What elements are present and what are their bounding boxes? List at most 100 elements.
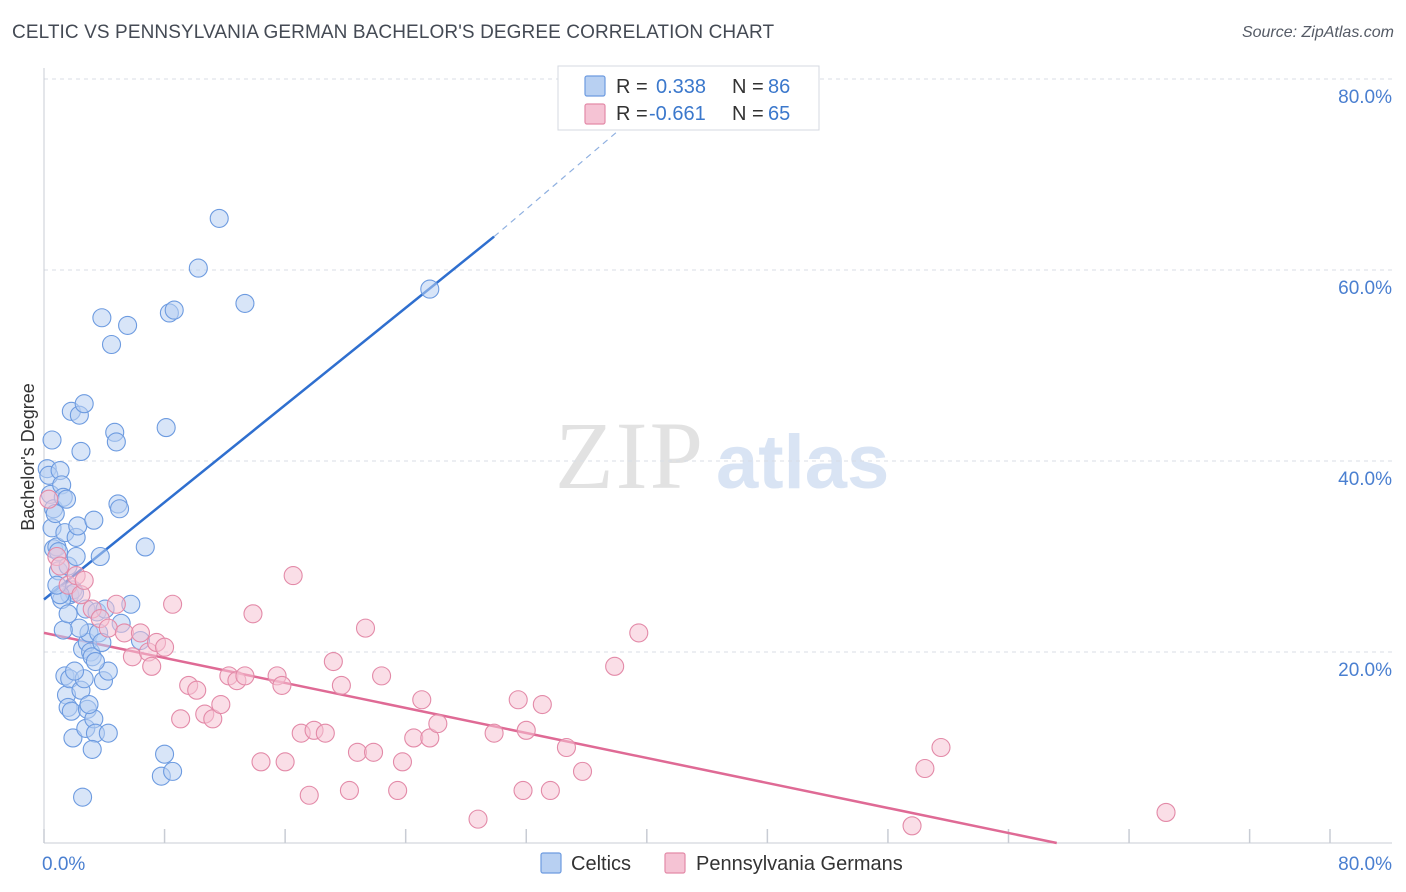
celtics-point <box>92 308 112 328</box>
chart-title: CELTIC VS PENNSYLVANIA GERMAN BACHELOR'S… <box>12 22 775 43</box>
celtics-point <box>155 744 175 764</box>
celtics-point <box>85 651 105 672</box>
pa-german-point <box>392 752 413 772</box>
celtics-point <box>98 723 118 743</box>
pa-german-point <box>363 742 384 762</box>
celtics-point <box>101 334 122 355</box>
celtics-point <box>66 546 86 567</box>
axes <box>43 68 1392 844</box>
pa-german-point <box>513 780 533 801</box>
celtics-point <box>53 620 73 640</box>
pa-german-point <box>272 675 292 695</box>
celtics-point <box>209 208 229 228</box>
pa-german-point <box>187 680 207 700</box>
y-axis-label: Bachelor's Degree <box>18 383 38 531</box>
celtics-point <box>98 661 118 681</box>
celtics-point <box>73 787 93 807</box>
pa-german-point <box>629 623 649 643</box>
celtics-point <box>68 516 88 536</box>
pa-german-point <box>155 637 175 657</box>
pa-german-point <box>283 566 303 586</box>
series-legend: Celtics Pennsylvania Germans <box>540 852 903 875</box>
celtics-point <box>110 499 130 519</box>
pa-german-point <box>50 556 70 576</box>
pa-german-point <box>331 675 351 695</box>
pa-german-point <box>299 785 319 805</box>
celtics-point <box>58 604 78 624</box>
pa-german-point <box>372 666 392 686</box>
pa-german-point <box>428 714 448 734</box>
celtics-point <box>74 394 94 414</box>
pa-german-point <box>251 752 271 772</box>
y-tick-label: 40.0% <box>1338 469 1392 490</box>
celtics-point <box>164 300 184 320</box>
celtics-point <box>135 537 155 557</box>
legend-swatch-pa <box>584 103 606 125</box>
pa-german-point <box>412 690 432 710</box>
celtics-point <box>84 510 104 530</box>
pa-german-point <box>532 694 552 715</box>
pa-german-point <box>468 809 488 829</box>
celtics-point <box>106 432 126 452</box>
celtics-point <box>82 739 102 759</box>
watermark-atlas: atlas <box>716 420 889 505</box>
pa-german-point <box>171 709 191 729</box>
pa-german-point <box>508 690 528 710</box>
pa-german-point <box>484 723 504 743</box>
pa-german-point <box>339 780 359 801</box>
celtics-point <box>64 661 85 681</box>
pa-german-point <box>106 594 126 614</box>
y-tick-label: 80.0% <box>1338 87 1392 108</box>
celtics-point <box>156 418 176 438</box>
x-tick-label-max: 80.0% <box>1338 854 1392 875</box>
bottom-legend-pa: Pennsylvania Germans <box>696 853 903 875</box>
celtics-point <box>63 728 83 748</box>
pa-german-point <box>243 604 263 624</box>
pa-german-point <box>915 758 935 779</box>
legend-r-value: -0.661 <box>649 103 706 125</box>
x-tick-label-min: 0.0% <box>42 854 85 875</box>
pa-german-point <box>347 742 368 762</box>
y-tick-label: 20.0% <box>1338 660 1392 681</box>
celtics-point <box>163 761 183 781</box>
pa-german-point <box>420 728 440 748</box>
celtics-point <box>90 546 110 567</box>
pa-german-point <box>275 752 295 772</box>
celtics-point <box>188 258 208 278</box>
legend-n-label: N = <box>732 76 764 98</box>
correlation-legend: R = 0.338 N = 86 R = -0.661 N = 65 <box>557 65 820 131</box>
celtics-point <box>79 694 99 715</box>
pa-german-point <box>355 618 376 638</box>
bottom-legend-celtics: Celtics <box>571 853 631 875</box>
legend-n-label: N = <box>732 103 764 125</box>
pa-german-point <box>203 709 223 729</box>
pa-german-point <box>74 570 94 590</box>
pa-german-point <box>902 816 922 836</box>
legend-n-value: 65 <box>768 103 790 125</box>
legend-n-value: 86 <box>768 76 790 98</box>
pa-german-trend-line <box>43 631 1057 845</box>
pa-german-point <box>163 594 183 614</box>
celtics-point <box>61 701 81 721</box>
pa-german-point <box>130 623 150 643</box>
bottom-legend-swatch-pa <box>664 852 686 874</box>
celtics-trend-line <box>43 235 495 601</box>
celtics-point <box>71 441 91 462</box>
pa-german-point <box>39 489 59 509</box>
pa-german-point <box>388 780 408 801</box>
pa-german-point <box>142 656 162 676</box>
pa-german-point <box>323 651 343 672</box>
legend-r-value: 0.338 <box>656 76 706 98</box>
celtics-point <box>118 315 138 335</box>
pa-german-point <box>572 761 593 781</box>
celtics-point <box>420 279 440 299</box>
pa-german-point <box>1156 802 1176 822</box>
legend-swatch-celtics <box>584 75 606 97</box>
pa-german-point <box>114 623 134 643</box>
pa-german-point <box>315 723 335 743</box>
pa-german-points <box>39 489 1176 836</box>
pa-german-point <box>211 694 231 715</box>
watermark-zip: ZIP <box>555 402 705 509</box>
pa-german-point <box>98 618 118 638</box>
